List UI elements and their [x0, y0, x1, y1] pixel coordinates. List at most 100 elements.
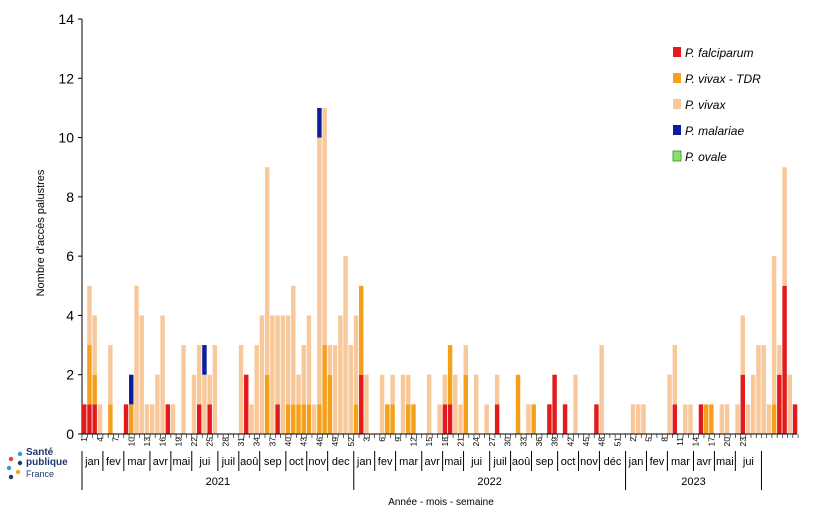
week-tick-label: 20 — [722, 437, 732, 447]
week-tick-label: 23 — [738, 437, 748, 447]
bar-segment — [296, 374, 301, 405]
bar-segment — [688, 404, 693, 434]
bar-segment — [301, 345, 306, 405]
month-label: mai — [716, 456, 734, 468]
bar-segment — [547, 404, 552, 434]
bar-segment — [129, 404, 134, 434]
logo-dots-icon — [6, 451, 23, 480]
bar-segment — [322, 345, 327, 434]
bar-segment — [92, 404, 97, 434]
bar-segment — [719, 404, 725, 434]
bar-segment — [771, 256, 777, 405]
bar-segment — [771, 404, 777, 434]
month-label: jan — [84, 456, 100, 468]
legend-swatch — [672, 150, 682, 162]
week-tick-label: 37 — [267, 437, 277, 447]
bar-segment — [327, 345, 333, 375]
logo-text-line3: France — [26, 469, 55, 479]
bar-segment — [275, 315, 280, 405]
bar-segment — [426, 374, 432, 434]
bar-segment — [761, 345, 766, 434]
week-tick-label: 19 — [173, 437, 183, 447]
bar-segment — [484, 404, 489, 434]
month-label: sep — [536, 456, 554, 468]
bar-segment — [207, 374, 212, 405]
week-tick-label: 52 — [346, 437, 356, 447]
week-tick-label: 2 — [628, 437, 638, 442]
bar-segment — [463, 374, 468, 434]
bar-segment — [181, 345, 186, 434]
week-tick-label: 36 — [534, 437, 544, 447]
bar-segment — [777, 345, 782, 375]
week-tick-label: 28 — [220, 437, 230, 447]
month-label: aoû — [512, 456, 530, 468]
week-tick-label: 8 — [659, 437, 669, 442]
year-label: 2022 — [477, 476, 501, 488]
bar-segment — [390, 404, 395, 434]
legend-swatch — [673, 47, 681, 57]
month-label: dec — [332, 456, 350, 468]
week-tick-label: 15 — [424, 437, 434, 447]
week-tick-label: 1 — [79, 437, 89, 442]
bar-segment — [285, 404, 291, 434]
bar-segment — [641, 404, 646, 434]
legend-swatch — [673, 99, 681, 109]
week-tick-label: 4 — [95, 437, 105, 442]
y-tick-label: 2 — [66, 367, 74, 383]
bar-segment — [285, 315, 291, 405]
y-tick-label: 8 — [66, 189, 74, 205]
bar-segment — [364, 374, 369, 434]
bar-segment — [139, 315, 144, 434]
month-label: juil — [492, 456, 506, 468]
bar-segment — [244, 374, 249, 434]
month-label: jui — [470, 456, 482, 468]
bar-segment — [296, 404, 301, 434]
y-tick-label: 4 — [66, 307, 74, 323]
bar-segment — [526, 404, 531, 434]
week-tick-label: 46 — [314, 437, 324, 447]
bar-segment — [672, 345, 678, 405]
month-label: nov — [580, 456, 598, 468]
bar-segment — [129, 374, 134, 405]
legend-label: P. falciparum — [685, 46, 753, 60]
week-tick-label: 22 — [189, 437, 199, 447]
y-tick-label: 12 — [58, 70, 74, 86]
bar-segment — [703, 404, 709, 434]
bar-segment — [291, 404, 296, 434]
bar-segment — [301, 404, 306, 434]
bar-segment — [207, 404, 212, 434]
bar-segment — [766, 404, 772, 434]
bar-segment — [494, 374, 500, 405]
bar-segment — [264, 167, 270, 375]
month-label: nov — [308, 456, 326, 468]
legend-swatch — [673, 73, 681, 83]
bar-segment — [756, 345, 761, 434]
bar-segment — [672, 404, 678, 434]
x-axis-label: Année - mois - semaine — [388, 497, 494, 508]
bar-segment — [453, 374, 458, 434]
bar-segment — [473, 374, 479, 434]
y-tick-label: 14 — [58, 11, 74, 27]
bar-segment — [291, 285, 296, 405]
month-label: fev — [106, 456, 121, 468]
month-label: déc — [604, 456, 622, 468]
bar-segment — [447, 345, 453, 405]
legend-label: P. vivax — [685, 98, 726, 112]
bar-segment — [317, 137, 322, 405]
year-label: 2021 — [206, 476, 230, 488]
bar-segment — [573, 374, 578, 434]
bar-segment — [599, 345, 604, 434]
legend: P. falciparum P. vivax - TDR P. vivax P. ma… — [672, 46, 761, 164]
month-label: jui — [198, 456, 210, 468]
week-tick-label: 40 — [283, 437, 293, 447]
bar-segment — [667, 374, 672, 434]
month-label: jan — [628, 456, 644, 468]
bar-segment — [160, 315, 165, 434]
month-label: aoû — [240, 456, 258, 468]
bar-segment — [353, 404, 359, 434]
month-label: oct — [289, 456, 304, 468]
month-label: jan — [356, 456, 372, 468]
month-label: oct — [561, 456, 576, 468]
week-tick-label: 30 — [503, 437, 513, 447]
week-tick-label: 9 — [393, 437, 403, 442]
